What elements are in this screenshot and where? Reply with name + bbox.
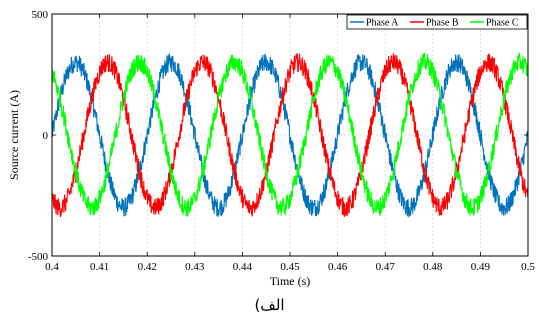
series-line-phase-b bbox=[51, 53, 529, 218]
x-tick-label: 0.43 bbox=[185, 261, 205, 273]
legend-label: Phase C bbox=[486, 18, 519, 29]
x-tick-label: 0.5 bbox=[521, 261, 535, 273]
series-lines bbox=[51, 52, 529, 218]
legend: Phase A Phase B Phase C bbox=[346, 14, 528, 30]
legend-label: Phase A bbox=[366, 18, 399, 29]
x-tick-label: 0.48 bbox=[423, 261, 443, 273]
x-tick-label: 0.49 bbox=[471, 261, 491, 273]
series-line-phase-c bbox=[51, 52, 529, 217]
x-axis-label: Time (s) bbox=[270, 274, 311, 288]
legend-box bbox=[346, 14, 528, 30]
x-tick-label: 0.42 bbox=[138, 261, 157, 273]
y-tick-label: -500 bbox=[28, 251, 49, 263]
x-tick-label: 0.45 bbox=[280, 261, 300, 273]
x-tick-label: 0.41 bbox=[90, 261, 109, 273]
x-tick-label: 0.47 bbox=[376, 261, 396, 273]
series-line-phase-a bbox=[51, 53, 529, 218]
x-tick-label: 0.44 bbox=[233, 261, 253, 273]
y-axis-label: Source current (A) bbox=[7, 90, 21, 180]
axis-ticks: 0.4 0.41 0.42 0.43 0.44 0.45 0.46 0.47 0.48 0.49 0… bbox=[28, 9, 536, 273]
x-tick-label: 0.46 bbox=[328, 261, 348, 273]
y-tick-label: 500 bbox=[32, 9, 49, 21]
y-tick-label: 0 bbox=[43, 130, 49, 142]
legend-label: Phase B bbox=[426, 18, 459, 29]
x-tick-label: 0.4 bbox=[45, 261, 59, 273]
figure-caption: الف) bbox=[254, 296, 285, 314]
